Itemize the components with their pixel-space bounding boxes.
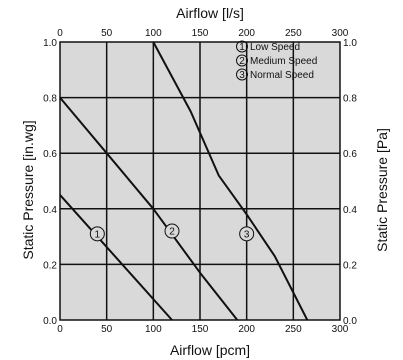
legend-label: Low Speed [250, 42, 300, 53]
y2-tick-label: 0.4 [343, 205, 357, 216]
series-line-3 [152, 41, 309, 321]
y2-tick-label: 0.0 [343, 316, 357, 327]
x-tick-label: 300 [332, 324, 349, 335]
legend-marker-text: 2 [239, 56, 245, 67]
y-tick-label: 1.0 [43, 38, 57, 49]
x2-tick-label: 50 [101, 28, 113, 39]
x-tick-label: 50 [101, 324, 113, 335]
curve-label-text: 3 [244, 229, 250, 240]
x2-tick-label: 0 [57, 28, 63, 39]
curve-label-text: 2 [169, 227, 175, 238]
x-tick-label: 100 [145, 324, 162, 335]
y-tick-label: 0.2 [43, 260, 57, 271]
y-tick-label: 0.0 [43, 316, 57, 327]
y-axis-title: Static Pressure [in.wg] [20, 120, 36, 259]
legend-label: Medium Speed [250, 56, 317, 67]
curve-label-text: 1 [95, 229, 101, 240]
x2-tick-label: 250 [285, 28, 302, 39]
legend-marker-circle [236, 68, 248, 81]
x-tick-label: 0 [57, 324, 63, 335]
curve-label-circle [164, 223, 180, 239]
series-line-1 [59, 194, 173, 321]
y-tick-label: 0.4 [43, 205, 57, 216]
curve-label-circle [239, 226, 255, 242]
curve-labels: 1 2 3 [89, 223, 255, 242]
y2-tick-label: 1.0 [343, 38, 357, 49]
x-axis-title: Airflow [pcm] [170, 342, 250, 358]
legend-label: Normal Speed [250, 70, 314, 81]
x-tick-label: 200 [238, 324, 255, 335]
x-tick-label: 150 [192, 324, 209, 335]
legend-marker-circle [236, 54, 248, 67]
x-tick-label: 250 [285, 324, 302, 335]
y2-tick-label: 0.6 [343, 149, 357, 160]
legend: 1 Low Speed 2 Medium Speed 3 Normal Speed [236, 40, 317, 81]
x2-tick-label: 200 [238, 28, 255, 39]
y2-tick-label: 0.2 [343, 260, 357, 271]
x2-tick-label: 100 [145, 28, 162, 39]
curve-label-circle [89, 226, 105, 242]
x2-axis-title: Airflow [l/s] [176, 5, 244, 21]
legend-marker-text: 1 [239, 42, 245, 53]
plot-frame [59, 41, 341, 321]
y-tick-label: 0.6 [43, 149, 57, 160]
x2-tick-label: 150 [192, 28, 209, 39]
y-tick-label: 0.8 [43, 94, 57, 105]
x2-tick-label: 300 [332, 28, 349, 39]
y2-tick-label: 0.8 [343, 94, 357, 105]
series-layer [59, 41, 309, 321]
y2-axis-title: Static Pressure [Pa] [374, 128, 390, 252]
series-line-2 [59, 96, 239, 321]
legend-marker-text: 3 [239, 70, 245, 81]
legend-marker-circle [236, 40, 248, 53]
